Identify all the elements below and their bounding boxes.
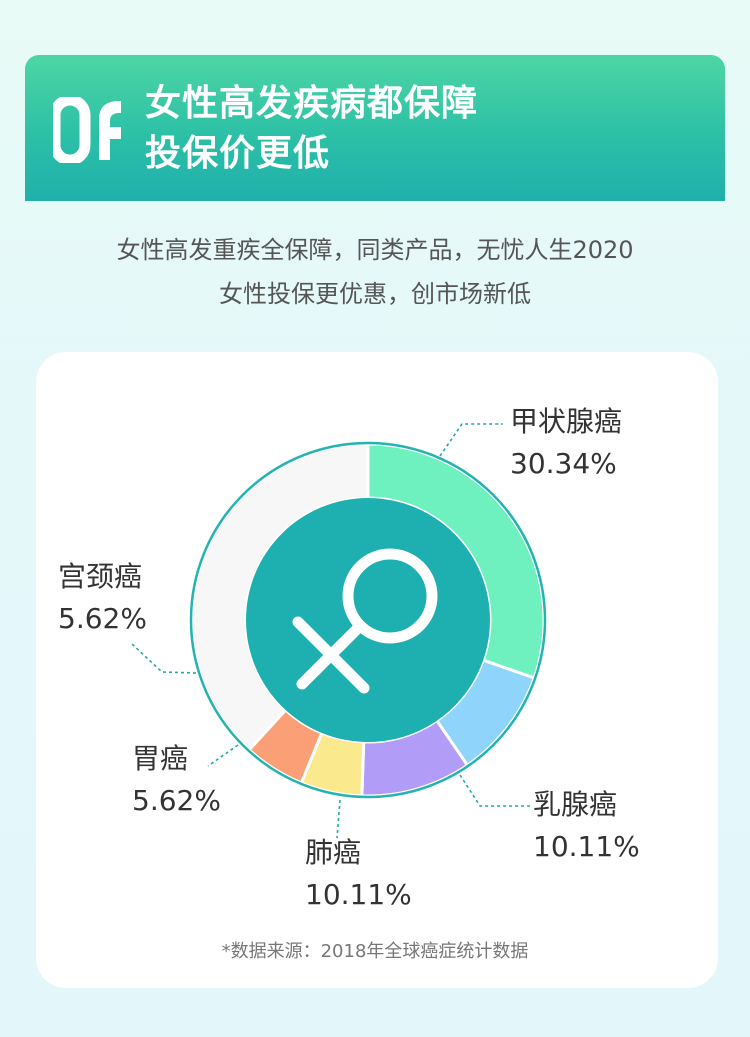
center-disc — [246, 498, 490, 742]
leader-line-breast — [459, 774, 530, 807]
slice-value-thyroid: 30.34% — [510, 447, 617, 480]
slice-label-thyroid: 甲状腺癌 30.34% — [510, 401, 622, 485]
female-symbol-icon — [292, 548, 438, 694]
slice-value-breast: 10.11% — [533, 830, 640, 863]
slice-value-cervical: 5.62% — [58, 602, 147, 635]
slice-name-breast: 乳腺癌 — [533, 788, 618, 821]
leader-line-stomach — [207, 744, 239, 767]
slice-label-stomach: 胃癌 5.62% — [132, 738, 221, 822]
banner-title: 女性高发疾病都保障 投保价更低 — [145, 79, 478, 179]
ring-outline — [189, 441, 547, 799]
slice-label-cervical: 宫颈癌 5.62% — [58, 556, 147, 640]
slice-value-lung: 10.11% — [305, 878, 412, 911]
slice-name-cervical: 宫颈癌 — [58, 560, 143, 593]
description-line2: 女性投保更优惠，创市场新低 — [219, 280, 531, 308]
slice-value-stomach: 5.62% — [132, 784, 221, 817]
slice-label-lung: 肺癌 10.11% — [305, 832, 412, 916]
banner-title-line2: 投保价更低 — [145, 133, 331, 174]
slice-name-lung: 肺癌 — [305, 836, 362, 869]
section-banner: 女性高发疾病都保障 投保价更低 — [25, 55, 725, 201]
slice-name-stomach: 胃癌 — [132, 742, 189, 775]
banner-title-line1: 女性高发疾病都保障 — [145, 83, 479, 124]
leader-line-cervical — [131, 643, 197, 674]
leader-line-lung — [336, 799, 341, 839]
description: 女性高发重疾全保障，同类产品，无忧人生2020 女性投保更优惠，创市场新低 — [0, 228, 750, 316]
leader-line-thyroid — [439, 423, 503, 457]
data-source-footnote: *数据来源：2018年全球癌症统计数据 — [221, 941, 529, 962]
description-line1: 女性高发重疾全保障，同类产品，无忧人生2020 — [116, 236, 634, 264]
slice-label-breast: 乳腺癌 10.11% — [533, 784, 640, 868]
slice-name-thyroid: 甲状腺癌 — [510, 405, 623, 438]
section-number-06 — [53, 97, 121, 163]
